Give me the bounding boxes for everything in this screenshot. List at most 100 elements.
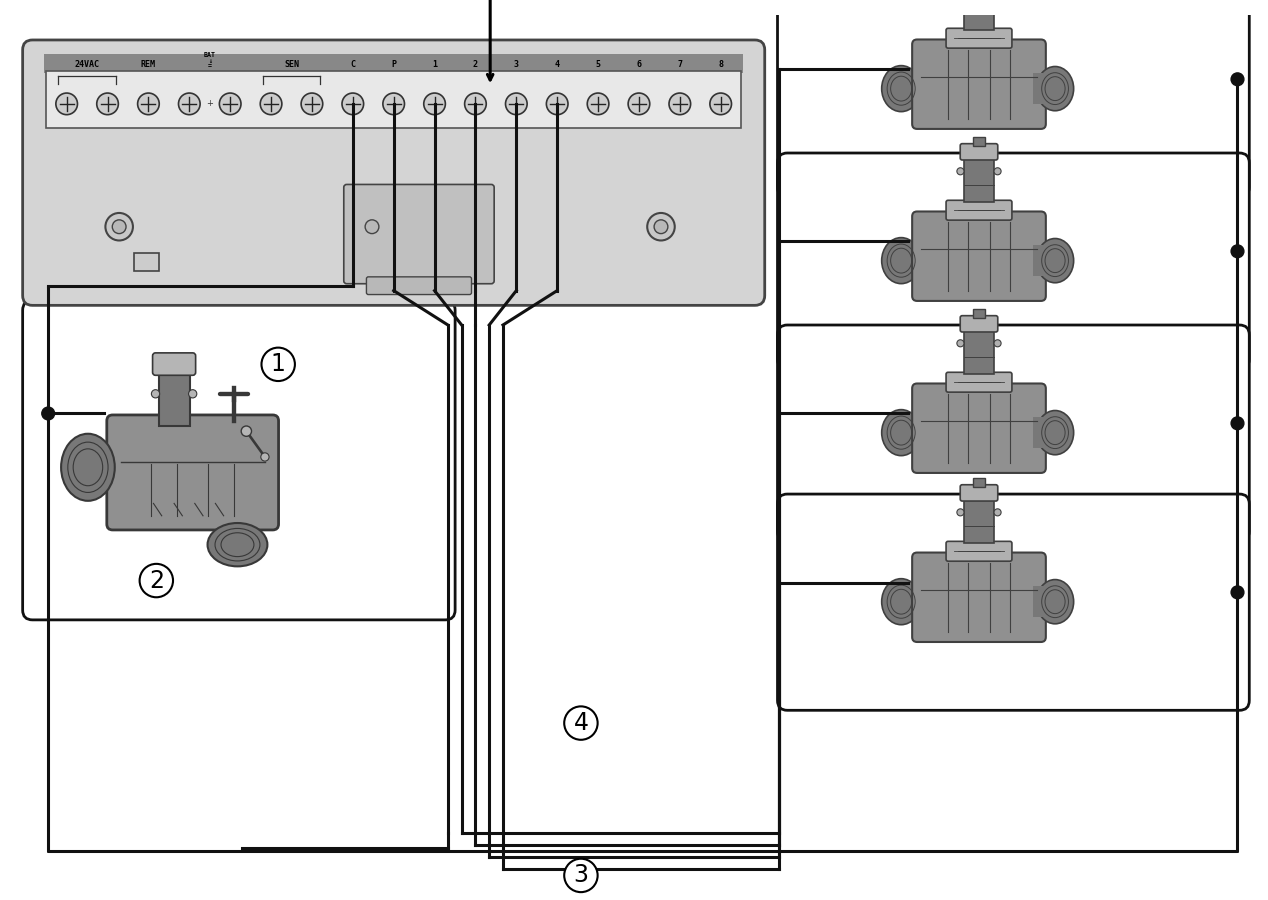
Text: 1: 1 (432, 60, 437, 69)
Circle shape (96, 93, 118, 114)
Circle shape (957, 0, 964, 3)
Ellipse shape (881, 579, 921, 625)
Bar (973, 309, 985, 318)
Circle shape (994, 508, 1002, 516)
Bar (1033, 586, 1044, 617)
Circle shape (261, 453, 269, 461)
Text: 24VAC: 24VAC (75, 60, 100, 69)
Text: P: P (392, 60, 396, 69)
Bar (964, 500, 994, 544)
Circle shape (506, 93, 527, 114)
Ellipse shape (881, 66, 921, 112)
Circle shape (56, 93, 77, 114)
FancyBboxPatch shape (946, 373, 1012, 392)
Text: 3: 3 (573, 863, 588, 887)
Circle shape (1231, 73, 1244, 86)
FancyBboxPatch shape (344, 184, 495, 284)
FancyBboxPatch shape (912, 383, 1046, 472)
Bar (914, 245, 924, 276)
Text: 2: 2 (148, 569, 164, 592)
Circle shape (113, 220, 126, 234)
Ellipse shape (881, 238, 921, 284)
Circle shape (654, 220, 668, 234)
Circle shape (139, 564, 172, 598)
FancyBboxPatch shape (366, 277, 472, 294)
Circle shape (994, 167, 1002, 175)
Circle shape (994, 0, 1002, 3)
Circle shape (994, 340, 1002, 346)
Circle shape (42, 407, 55, 420)
Ellipse shape (1036, 238, 1074, 283)
Circle shape (138, 93, 160, 114)
Bar (1033, 418, 1044, 448)
Circle shape (1231, 245, 1244, 257)
Circle shape (464, 93, 486, 114)
FancyBboxPatch shape (23, 40, 765, 305)
Circle shape (957, 508, 964, 516)
Circle shape (241, 426, 251, 436)
Circle shape (359, 213, 385, 240)
Circle shape (219, 93, 241, 114)
Text: 6: 6 (637, 60, 642, 69)
FancyBboxPatch shape (946, 201, 1012, 220)
Ellipse shape (1036, 410, 1074, 454)
FancyBboxPatch shape (946, 28, 1012, 48)
FancyBboxPatch shape (960, 485, 998, 501)
Circle shape (647, 213, 675, 240)
Bar (914, 417, 924, 449)
Circle shape (564, 859, 597, 892)
Circle shape (587, 93, 609, 114)
Text: BAT
↓
=: BAT ↓ = (204, 52, 216, 69)
Circle shape (151, 390, 160, 398)
Bar (964, 158, 994, 202)
Text: 8: 8 (718, 60, 723, 69)
Text: SEN: SEN (284, 60, 299, 69)
Text: 5: 5 (596, 60, 601, 69)
Circle shape (261, 347, 295, 381)
Bar (109, 442, 120, 493)
FancyBboxPatch shape (960, 144, 998, 160)
Bar (46, 71, 741, 129)
Text: 4: 4 (573, 711, 588, 735)
Circle shape (424, 93, 445, 114)
Bar (964, 0, 994, 31)
Bar (133, 253, 160, 271)
Bar (973, 137, 985, 146)
Bar (214, 518, 260, 529)
Circle shape (957, 167, 964, 175)
Circle shape (365, 220, 379, 234)
Circle shape (564, 706, 597, 740)
Text: C: C (350, 60, 355, 69)
Circle shape (628, 93, 649, 114)
FancyBboxPatch shape (152, 353, 195, 375)
FancyBboxPatch shape (777, 494, 1249, 710)
Bar (44, 54, 743, 74)
Text: REM: REM (141, 60, 156, 69)
FancyBboxPatch shape (777, 153, 1249, 369)
FancyBboxPatch shape (777, 0, 1249, 197)
Text: 2: 2 (473, 60, 478, 69)
Circle shape (383, 93, 404, 114)
Bar (1033, 245, 1044, 276)
FancyBboxPatch shape (960, 316, 998, 332)
Circle shape (547, 93, 568, 114)
Text: 4: 4 (554, 60, 559, 69)
Circle shape (301, 93, 323, 114)
Circle shape (342, 93, 364, 114)
Ellipse shape (881, 410, 921, 455)
FancyBboxPatch shape (946, 541, 1012, 562)
Circle shape (670, 93, 691, 114)
Bar (1033, 73, 1044, 104)
Circle shape (179, 93, 200, 114)
Circle shape (189, 390, 197, 398)
Ellipse shape (1036, 67, 1074, 111)
FancyBboxPatch shape (107, 415, 279, 530)
Bar (914, 586, 924, 617)
Circle shape (105, 213, 133, 240)
Ellipse shape (61, 434, 115, 500)
Bar (914, 73, 924, 104)
FancyBboxPatch shape (912, 212, 1046, 301)
Circle shape (1231, 417, 1244, 429)
Circle shape (1231, 586, 1244, 598)
Bar (973, 478, 985, 487)
